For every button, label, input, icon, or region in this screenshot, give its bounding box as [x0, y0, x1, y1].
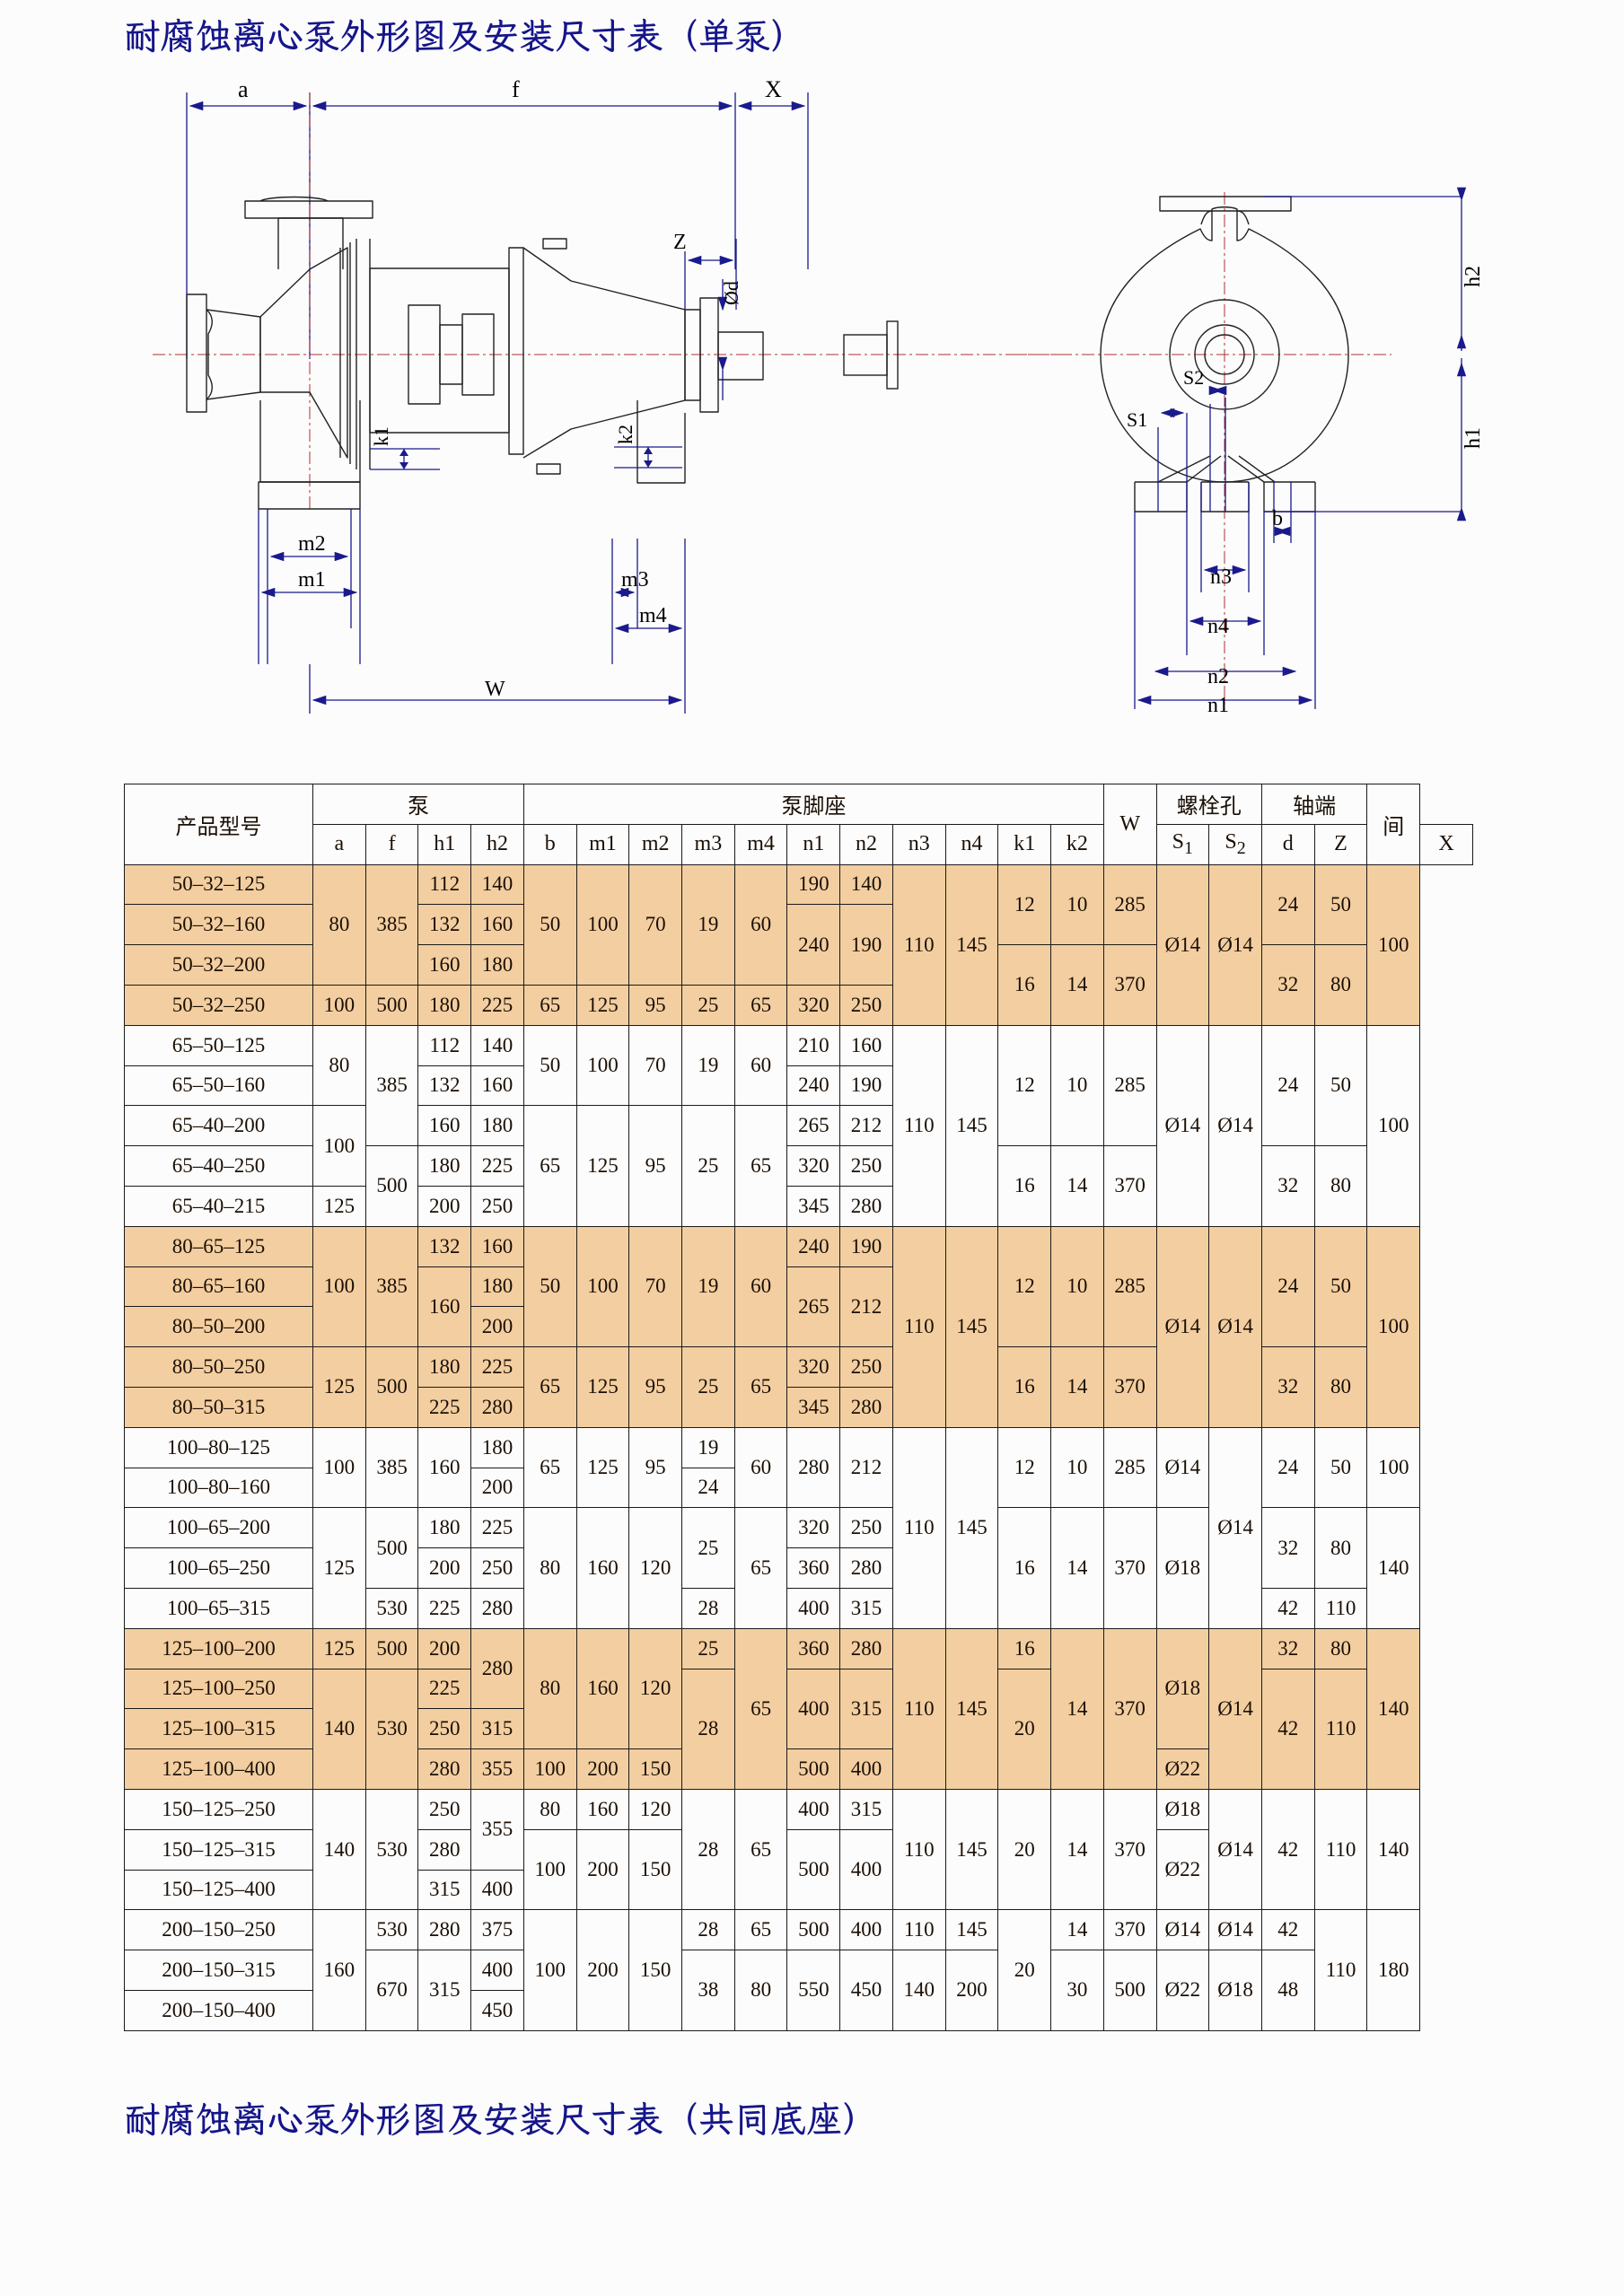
svg-text:W: W	[485, 678, 505, 701]
svg-text:Ød: Ød	[720, 281, 742, 305]
svg-text:m1: m1	[298, 568, 326, 592]
svg-text:m3: m3	[621, 568, 649, 592]
svg-text:h1: h1	[1462, 427, 1485, 449]
svg-text:m2: m2	[298, 532, 326, 556]
svg-text:n4: n4	[1207, 615, 1229, 638]
svg-text:n1: n1	[1207, 694, 1229, 717]
svg-text:X: X	[765, 76, 782, 102]
svg-text:m4: m4	[639, 604, 667, 627]
svg-text:S2: S2	[1183, 366, 1204, 389]
svg-text:h2: h2	[1462, 266, 1485, 287]
svg-text:f: f	[512, 76, 520, 102]
svg-text:Z: Z	[673, 231, 687, 254]
svg-text:n2: n2	[1207, 665, 1229, 688]
svg-text:a: a	[238, 76, 249, 102]
svg-text:n3: n3	[1210, 565, 1232, 589]
svg-text:k1: k1	[370, 426, 392, 446]
svg-text:b: b	[1272, 507, 1283, 530]
svg-text:k2: k2	[614, 425, 636, 444]
svg-text:S1: S1	[1127, 408, 1147, 431]
